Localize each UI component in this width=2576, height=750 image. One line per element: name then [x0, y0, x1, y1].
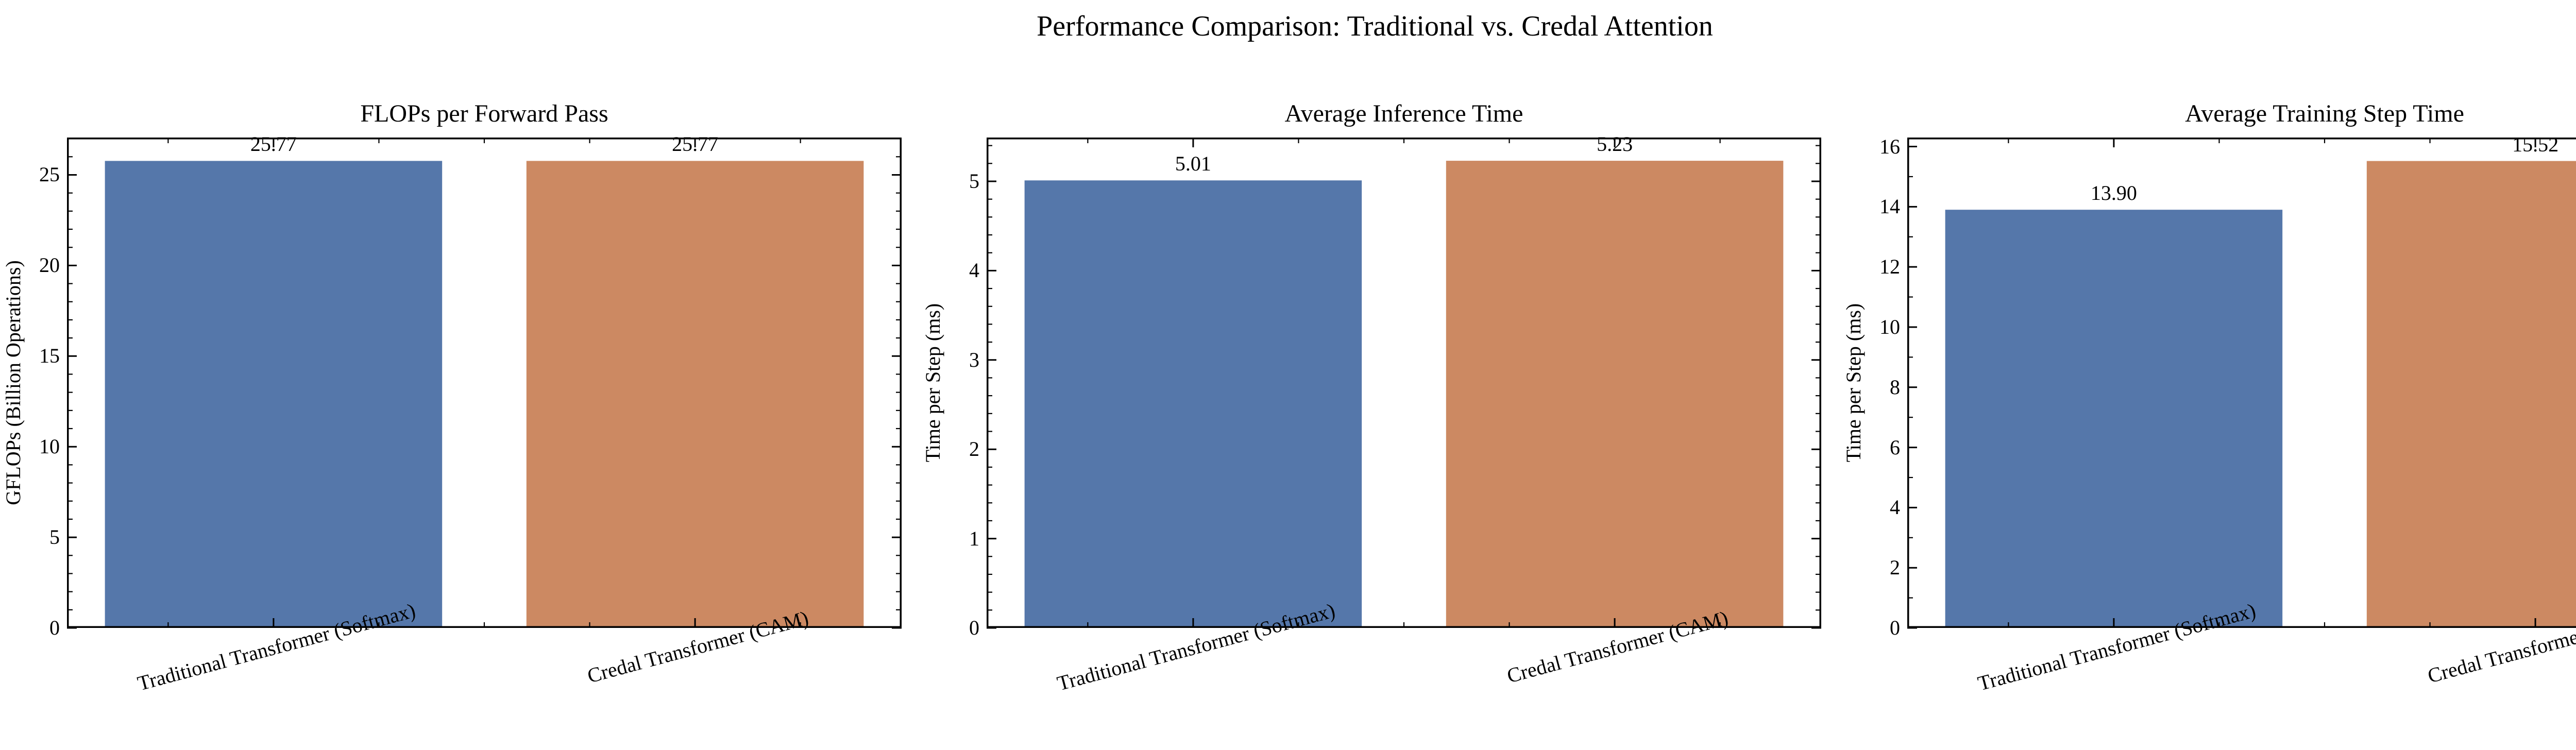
- y-tick-label: 5: [969, 169, 979, 193]
- y-tick-label: 1: [969, 526, 979, 550]
- y-tick-label: 0: [969, 616, 979, 639]
- subplot-training-step-time: Average Training Step Time Time per Step …: [1842, 101, 2576, 695]
- bar-traditional-transformer: [1945, 210, 2283, 628]
- y-tick-label: 16: [1879, 134, 1900, 158]
- bar-credal-transformer: [1446, 161, 1784, 628]
- bar-traditional-transformer: [105, 161, 443, 628]
- subplot-flops: FLOPs per Forward Pass GFLOPs (Billion Op…: [2, 101, 902, 695]
- y-tick-label: 14: [1879, 195, 1900, 218]
- subplot-inference-time: Average Inference Time Time per Step (ms)…: [921, 101, 1821, 695]
- bar-value-label: 5.23: [1597, 132, 1633, 156]
- y-tick-label: 4: [969, 259, 979, 282]
- y-tick-label: 25: [39, 163, 60, 186]
- y-tick-label: 4: [1890, 496, 1900, 519]
- bar-value-label: 13.90: [2090, 181, 2137, 205]
- y-tick-label: 10: [39, 435, 60, 458]
- bar-value-label: 25.77: [250, 132, 297, 156]
- axes-title: FLOPs per Forward Pass: [360, 100, 608, 127]
- y-tick-label: 20: [39, 253, 60, 277]
- bar-value-label: 25.77: [672, 132, 719, 156]
- y-tick-label: 6: [1890, 435, 1900, 459]
- y-axis-label: GFLOPs (Billion Operations): [2, 260, 25, 505]
- bar-traditional-transformer: [1024, 180, 1362, 628]
- axes-canvas: [987, 138, 1821, 629]
- axes-title: Average Training Step Time: [2185, 100, 2464, 127]
- bar-value-label: 15.52: [2512, 132, 2559, 156]
- y-tick-label: 2: [1890, 556, 1900, 579]
- y-tick-label: 5: [49, 525, 60, 549]
- bar-credal-transformer: [526, 161, 864, 628]
- bar-credal-transformer: [2366, 161, 2576, 628]
- figure-suptitle: Performance Comparison: Traditional vs. …: [1037, 10, 1713, 42]
- y-tick-label: 2: [969, 437, 979, 461]
- y-tick-label: 0: [1890, 616, 1900, 639]
- y-tick-label: 12: [1879, 255, 1900, 279]
- y-tick-label: 0: [49, 616, 60, 639]
- axes-canvas: [1907, 138, 2576, 629]
- y-tick-label: 10: [1879, 315, 1900, 338]
- bar-value-label: 5.01: [1175, 152, 1211, 176]
- y-tick-label: 3: [969, 348, 979, 371]
- y-tick-label: 15: [39, 344, 60, 368]
- axes-canvas: [67, 138, 902, 629]
- axes-title: Average Inference Time: [1284, 100, 1523, 127]
- y-tick-label: 8: [1890, 375, 1900, 399]
- y-axis-label: Time per Step (ms): [921, 303, 944, 463]
